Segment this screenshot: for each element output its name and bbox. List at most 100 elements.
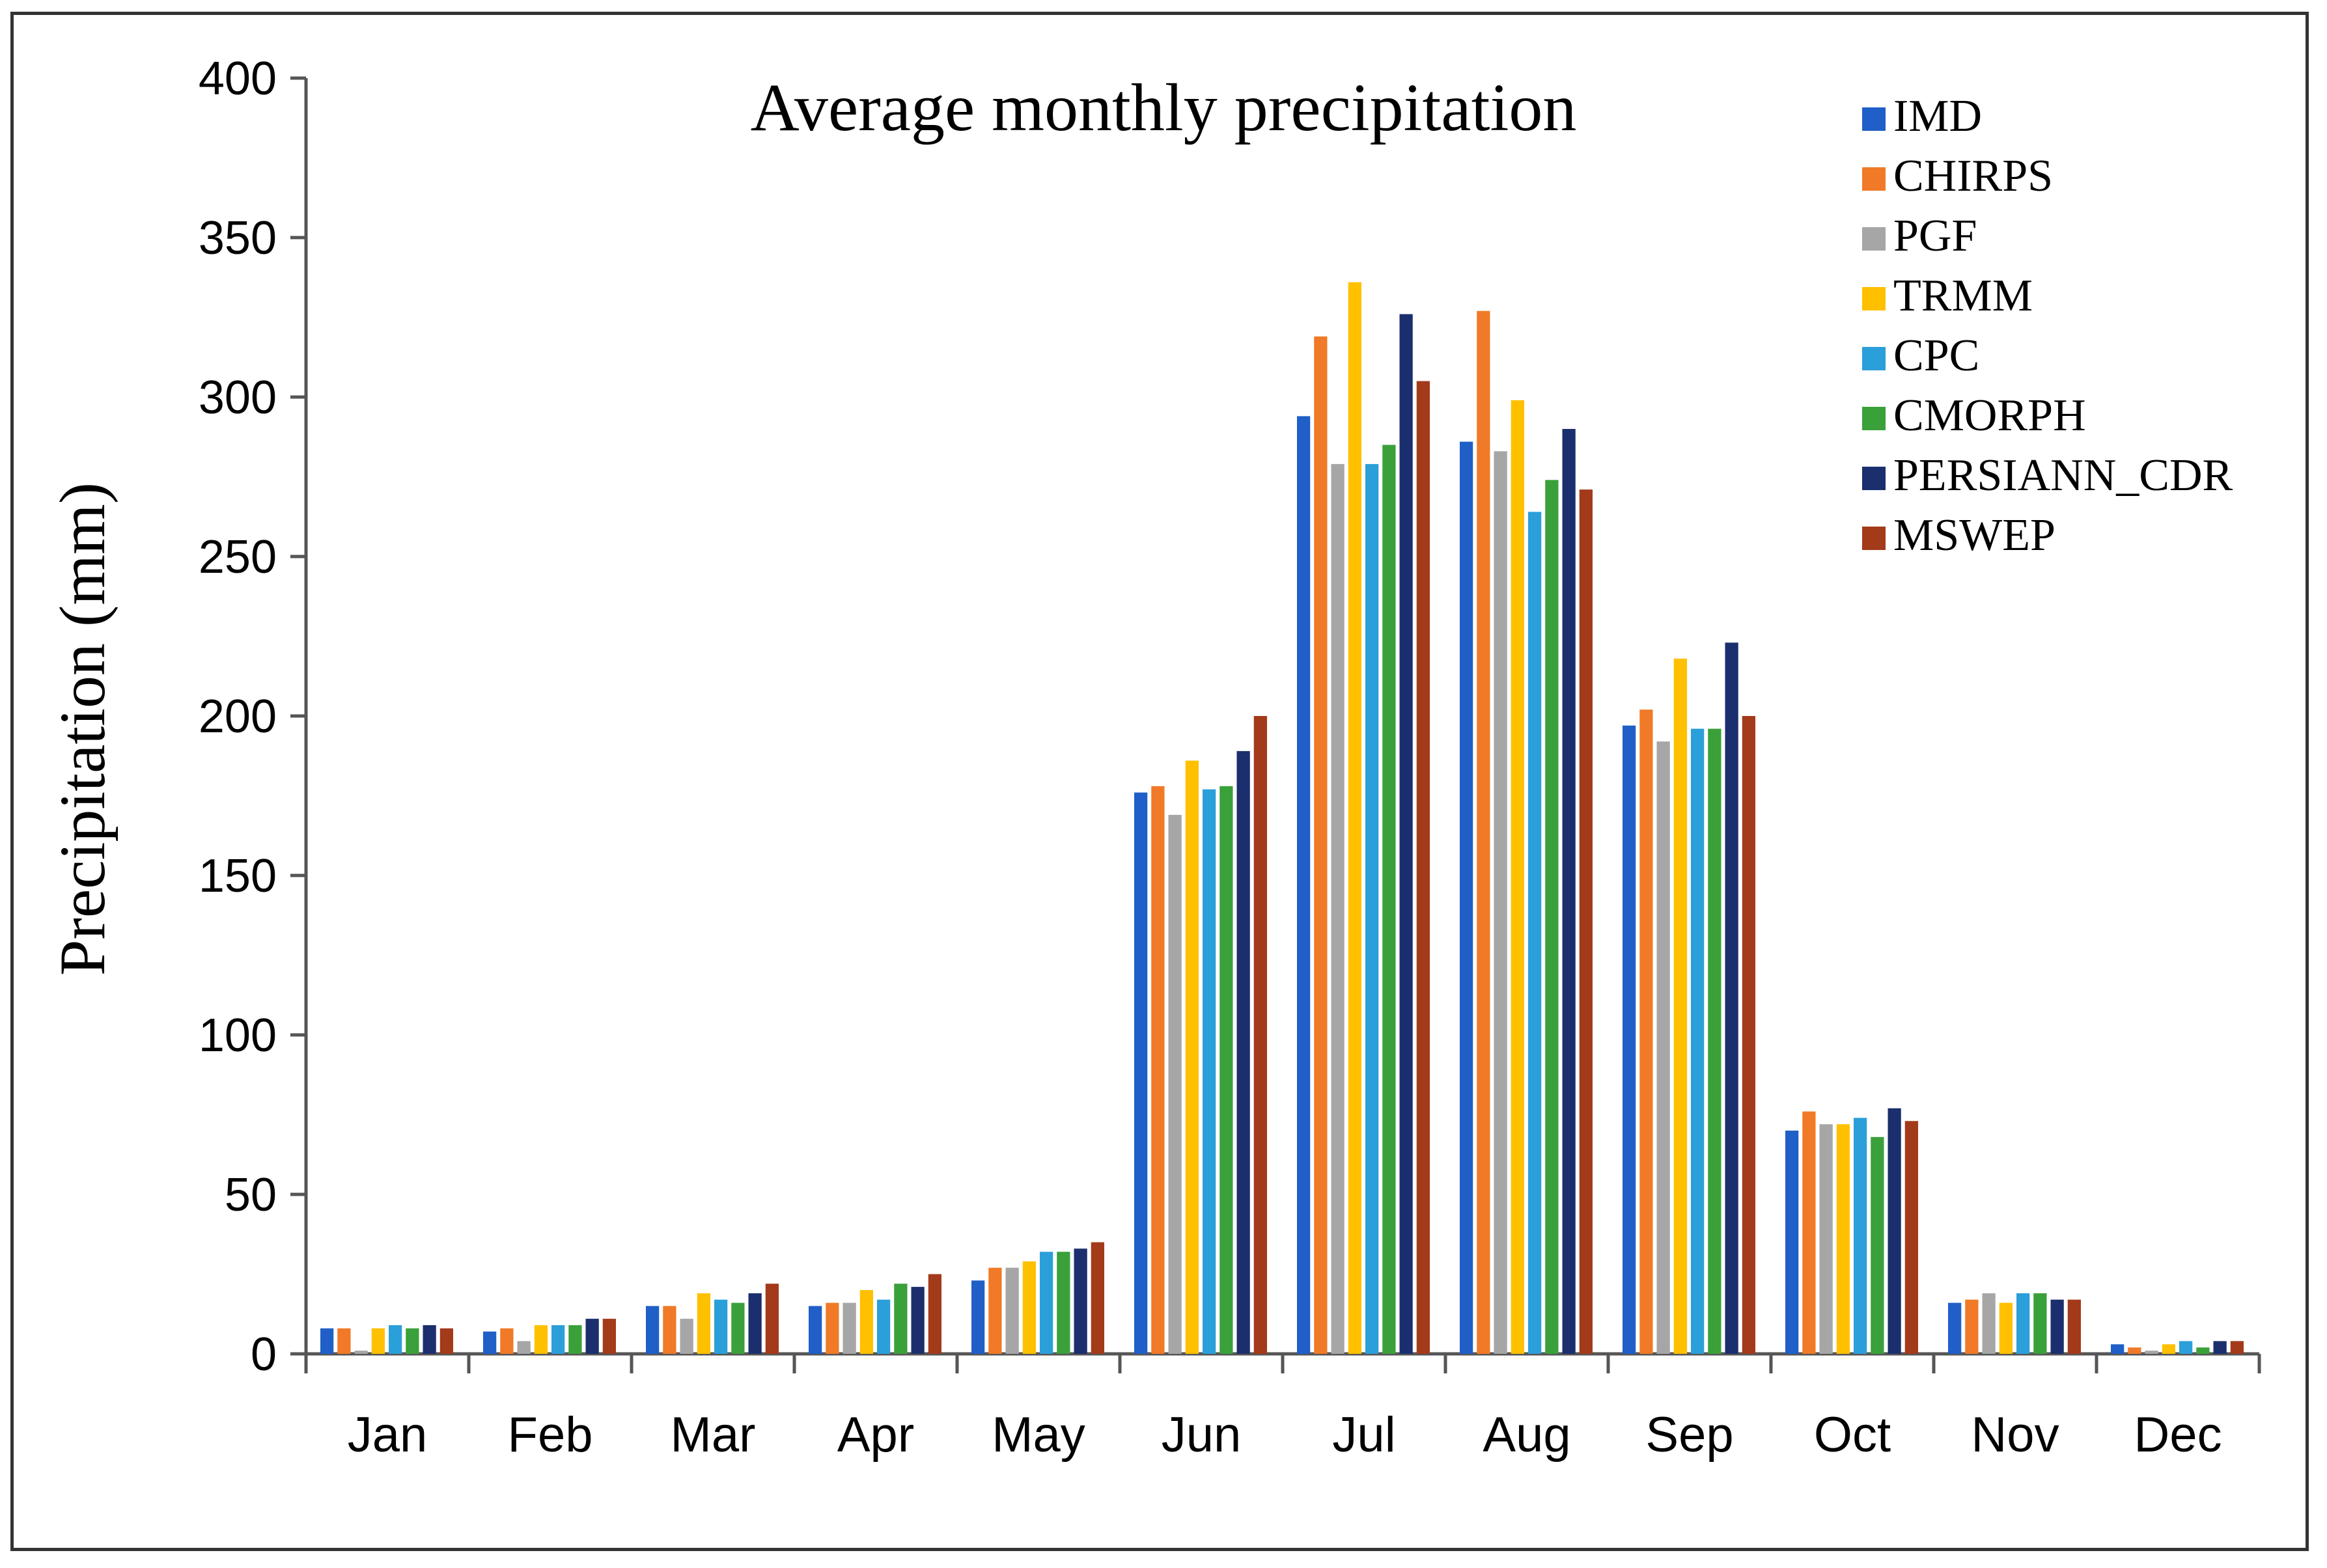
bar-persiann-cdr-may <box>1074 1248 1087 1354</box>
legend-swatch <box>1862 407 1886 430</box>
bar-persiann-cdr-jun <box>1236 750 1250 1354</box>
bar-mswep-jan <box>439 1328 453 1354</box>
bar-mswep-dec <box>2230 1341 2244 1354</box>
bar-cmorph-may <box>1057 1252 1070 1354</box>
bar-pgf-jun <box>1168 814 1182 1354</box>
bar-cmorph-feb <box>568 1325 582 1354</box>
bar-mswep-oct <box>1904 1121 1918 1354</box>
bar-trmm-oct <box>1836 1124 1850 1354</box>
legend-label: CHIRPS <box>1893 151 2053 201</box>
bar-mswep-nov <box>2067 1299 2081 1354</box>
bar-chirps-mar <box>663 1306 676 1354</box>
bar-imd-aug <box>1460 441 1473 1354</box>
bar-trmm-sep <box>1673 658 1687 1354</box>
legend-swatch <box>1862 347 1886 370</box>
bar-persiann-cdr-aug <box>1562 429 1576 1354</box>
bar-pgf-jan <box>354 1351 368 1354</box>
bar-cpc-jan <box>389 1325 402 1354</box>
bar-cmorph-mar <box>731 1302 745 1354</box>
x-ticks: Jan Feb Mar Apr May Jun Jul Aug Sep Oct Nov Dec <box>304 1354 2261 1463</box>
bar-pgf-sep <box>1656 741 1670 1354</box>
bar-mswep-apr <box>928 1274 941 1354</box>
bar-trmm-jan <box>371 1328 385 1354</box>
bar-trmm-aug <box>1511 400 1524 1354</box>
bar-cpc-sep <box>1691 728 1705 1354</box>
legend-swatch <box>1862 107 1886 131</box>
x-tick-label: Sep <box>1645 1407 1733 1463</box>
bar-imd-dec <box>2111 1344 2125 1354</box>
bar-pgf-jul <box>1331 463 1345 1354</box>
bar-imd-jun <box>1134 792 1148 1354</box>
bar-chirps-feb <box>500 1328 514 1354</box>
bar-cmorph-oct <box>1871 1136 1884 1354</box>
bar-pgf-aug <box>1494 451 1507 1354</box>
bar-cmorph-nov <box>2033 1293 2047 1354</box>
legend-swatch <box>1862 527 1886 550</box>
bar-cpc-jul <box>1365 463 1379 1354</box>
bar-cmorph-jan <box>406 1328 419 1354</box>
bar-chirps-apr <box>826 1302 839 1354</box>
bar-imd-mar <box>646 1306 660 1354</box>
y-ticks: 0 50 100 150 200 250 300 350 400 <box>199 53 306 1381</box>
legend-swatch <box>1862 467 1886 490</box>
x-tick-label: Mar <box>671 1407 756 1463</box>
y-tick-label: 50 <box>225 1169 277 1221</box>
x-tick-label: Jul <box>1332 1407 1395 1463</box>
bar-cmorph-jun <box>1219 786 1233 1354</box>
bar-cpc-feb <box>551 1325 565 1354</box>
bar-persiann-cdr-oct <box>1888 1108 1901 1354</box>
y-tick-label: 300 <box>199 372 277 424</box>
bar-chirps-jun <box>1151 786 1165 1354</box>
y-tick-label: 200 <box>199 691 277 743</box>
legend-label: PERSIANN_CDR <box>1893 450 2233 501</box>
bar-trmm-mar <box>697 1293 710 1354</box>
legend-swatch <box>1862 227 1886 251</box>
bar-imd-may <box>971 1280 985 1354</box>
bar-mswep-feb <box>602 1319 616 1354</box>
y-tick-label: 150 <box>199 850 277 902</box>
bar-cpc-aug <box>1528 512 1542 1354</box>
bar-cpc-apr <box>877 1299 891 1354</box>
legend: IMD CHIRPS PGF TRMM CPC CMORPH PERSIANN_CDR MSW… <box>1862 91 2233 560</box>
bar-pgf-apr <box>843 1302 856 1354</box>
bar-cmorph-sep <box>1708 728 1721 1354</box>
x-tick-label: Dec <box>2134 1407 2222 1463</box>
x-tick-label: Jun <box>1162 1407 1242 1463</box>
legend-label: PGF <box>1893 211 1977 261</box>
bar-imd-jan <box>320 1328 334 1354</box>
bar-persiann-cdr-sep <box>1725 642 1738 1354</box>
bar-pgf-nov <box>1982 1293 1996 1354</box>
bar-imd-sep <box>1623 725 1636 1354</box>
bar-chirps-aug <box>1477 310 1490 1355</box>
x-tick-label: Apr <box>837 1407 914 1463</box>
bar-cmorph-jul <box>1382 445 1396 1354</box>
chart-title: Average monthly precipitation <box>751 70 1577 145</box>
bar-trmm-apr <box>859 1290 873 1354</box>
legend-label: IMD <box>1893 91 1982 141</box>
bar-pgf-mar <box>680 1319 693 1354</box>
y-tick-label: 250 <box>199 531 277 583</box>
bar-persiann-cdr-apr <box>911 1287 925 1354</box>
y-tick-label: 400 <box>199 53 277 105</box>
bar-pgf-feb <box>517 1341 531 1354</box>
x-tick-label: Feb <box>508 1407 593 1463</box>
bar-cpc-jun <box>1203 789 1216 1354</box>
bars <box>320 282 2244 1355</box>
bar-persiann-cdr-jan <box>423 1325 436 1354</box>
bar-persiann-cdr-dec <box>2213 1341 2227 1354</box>
bar-chirps-sep <box>1639 709 1653 1354</box>
bar-persiann-cdr-jul <box>1399 314 1413 1355</box>
bar-trmm-dec <box>2162 1344 2175 1354</box>
bar-cpc-may <box>1040 1252 1053 1354</box>
bar-trmm-jul <box>1348 282 1361 1355</box>
bar-imd-jul <box>1297 416 1311 1354</box>
bar-trmm-feb <box>534 1325 548 1354</box>
bar-pgf-oct <box>1819 1124 1833 1354</box>
bar-imd-feb <box>483 1331 497 1354</box>
legend-swatch <box>1862 167 1886 191</box>
bar-chirps-oct <box>1802 1111 1816 1354</box>
bar-cpc-mar <box>714 1299 728 1354</box>
bar-persiann-cdr-nov <box>2050 1299 2064 1354</box>
bar-cpc-oct <box>1854 1118 1867 1354</box>
